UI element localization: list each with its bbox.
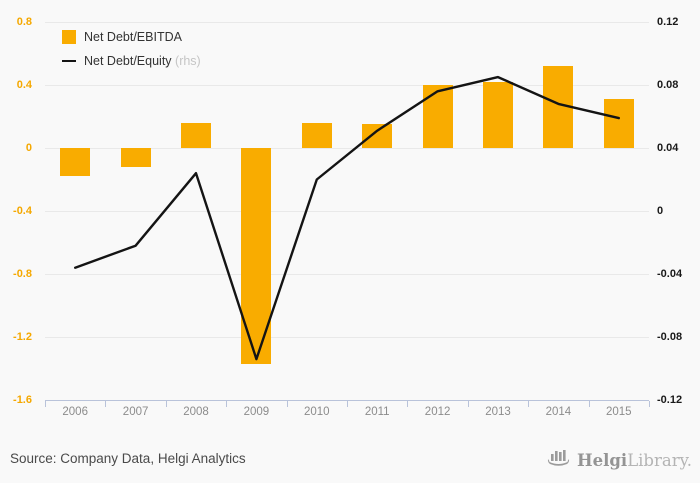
y-axis-right-label: -0.08 [657, 330, 683, 343]
legend-label-net-debt-ebitda: Net Debt/EBITDA [84, 30, 182, 44]
x-axis-tick [588, 401, 590, 407]
legend-item-net-debt-ebitda: Net Debt/EBITDA [62, 29, 201, 45]
bar-2012 [422, 85, 453, 148]
bar-2014 [543, 66, 574, 148]
x-axis-label-2013: 2013 [485, 406, 511, 418]
y-axis-right-label: 0.04 [657, 141, 679, 154]
logo-text: HelgiLibrary. [577, 451, 692, 470]
gridline [45, 337, 649, 338]
x-axis-label-2015: 2015 [606, 406, 632, 418]
x-axis-label-2012: 2012 [424, 406, 451, 418]
x-axis-tick [467, 401, 469, 407]
x-axis-tick [649, 401, 650, 407]
bar-2010 [301, 122, 332, 148]
x-axis-label-2008: 2008 [183, 406, 209, 418]
x-axis-line [45, 400, 649, 401]
logo-text-library: Library. [627, 450, 692, 470]
gridline [45, 274, 649, 275]
x-axis-label-2009: 2009 [243, 406, 270, 418]
y-axis-left-label: -0.4 [13, 204, 32, 217]
y-axis-right-label: -0.04 [657, 267, 683, 280]
bar-2013 [483, 81, 513, 148]
x-axis-label-2010: 2010 [304, 406, 330, 418]
bar-2006 [60, 148, 91, 177]
source-note: Source: Company Data, Helgi Analytics [10, 451, 246, 466]
legend-line-swatch [62, 59, 76, 63]
legend-label-net-debt-equity-text: Net Debt/Equity [84, 54, 172, 68]
x-axis-tick [528, 401, 530, 407]
x-axis-label-2006: 2006 [62, 406, 88, 418]
ship-logo-icon [547, 447, 572, 473]
legend-rhs-note: (rhs) [175, 54, 201, 68]
logo-text-helgi: Helgi [577, 450, 628, 470]
gridline [45, 22, 649, 23]
helgi-library-logo[interactable]: HelgiLibrary. [547, 447, 692, 473]
y-axis-left-label: -0.8 [13, 267, 32, 280]
legend-label-net-debt-equity: Net Debt/Equity (rhs) [84, 54, 201, 68]
x-axis-label-2011: 2011 [364, 406, 390, 418]
x-axis-label-2014: 2014 [545, 406, 572, 418]
y-axis-left-label: 0 [25, 141, 32, 154]
x-axis-tick [347, 401, 348, 407]
y-axis-left-label: -1.2 [13, 330, 32, 343]
legend-item-net-debt-equity: Net Debt/Equity (rhs) [62, 53, 201, 69]
y-axis-left-label: 0.8 [16, 15, 32, 28]
y-axis-right-label: -0.12 [657, 393, 683, 406]
y-axis-right-label: 0.12 [657, 15, 679, 28]
x-axis-tick [226, 401, 228, 407]
bar-2015 [603, 99, 634, 148]
legend: Net Debt/EBITDA Net Debt/Equity (rhs) [62, 29, 201, 77]
bar-2007 [120, 148, 151, 167]
y-axis-right-label: 0.08 [657, 78, 679, 91]
legend-bar-swatch [62, 30, 76, 44]
y-axis-left-label: 0.4 [16, 78, 32, 91]
y-axis-right-label: 0 [657, 204, 664, 217]
x-axis-tick [105, 401, 107, 407]
x-axis-tick [286, 401, 288, 407]
bar-2009 [241, 148, 272, 364]
plot-area: 0.8 0.12 0.4 0.08 0 0.04 -0.4 0 -0.8 -0.04 -1.2 -0.… [13, 15, 683, 418]
x-axis-tick [45, 401, 46, 407]
y-axis-left-label: -1.6 [13, 393, 32, 406]
x-axis-tick [407, 401, 409, 407]
bar-2008 [181, 122, 211, 148]
x-axis-label-2007: 2007 [122, 406, 149, 418]
x-axis-tick [165, 401, 167, 407]
gridline [45, 211, 649, 212]
bar-2011 [362, 124, 393, 148]
